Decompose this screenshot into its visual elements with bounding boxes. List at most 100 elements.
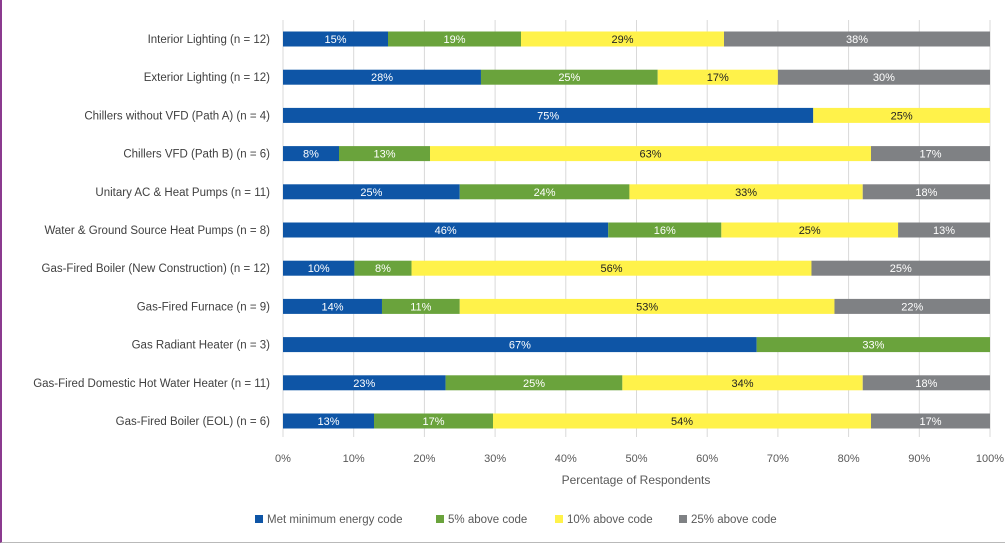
bar-data-label: 34% bbox=[732, 378, 754, 390]
legend-label: Met minimum energy code bbox=[267, 514, 403, 526]
category-label: Chillers VFD (Path B) (n = 6) bbox=[123, 149, 270, 161]
x-tick-label: 90% bbox=[908, 453, 930, 465]
bar-segment bbox=[388, 31, 521, 47]
category-label: Interior Lighting (n = 12) bbox=[148, 34, 271, 46]
bar-data-label: 10% bbox=[308, 263, 330, 275]
bar-data-label: 28% bbox=[371, 72, 393, 84]
bar-data-label: 15% bbox=[324, 34, 346, 46]
x-tick-label: 40% bbox=[555, 453, 577, 465]
category-label: Gas Radiant Heater (n = 3) bbox=[132, 340, 271, 352]
legend-swatch bbox=[255, 515, 263, 523]
legend-swatch bbox=[555, 515, 563, 523]
bar-segment bbox=[411, 260, 812, 276]
bar-segment bbox=[724, 31, 990, 47]
bar-data-label: 23% bbox=[353, 378, 375, 390]
x-tick-label: 10% bbox=[343, 453, 365, 465]
bar-segment bbox=[283, 413, 374, 429]
bar-segment bbox=[459, 184, 630, 200]
bar-segment bbox=[862, 184, 990, 200]
bar-data-label: 25% bbox=[890, 263, 912, 275]
bar-data-label: 30% bbox=[873, 72, 895, 84]
bar-data-label: 67% bbox=[509, 340, 531, 352]
bar-data-label: 8% bbox=[375, 263, 391, 275]
bar-data-label: 33% bbox=[862, 340, 884, 352]
bar-segment bbox=[459, 298, 835, 314]
bar-segment bbox=[657, 69, 778, 85]
bar-segment bbox=[871, 146, 990, 162]
bar-segment bbox=[283, 375, 446, 391]
bar-data-label: 25% bbox=[799, 225, 821, 237]
bar-data-label: 17% bbox=[422, 416, 444, 428]
legend-swatch bbox=[679, 515, 687, 523]
bar-segment bbox=[721, 222, 899, 238]
bar-segment bbox=[811, 260, 990, 276]
bar-segment bbox=[283, 298, 382, 314]
bar-segment bbox=[374, 413, 493, 429]
x-tick-label: 0% bbox=[275, 453, 291, 465]
category-label: Chillers without VFD (Path A) (n = 4) bbox=[84, 110, 270, 122]
category-label: Gas-Fired Boiler (New Construction) (n =… bbox=[42, 263, 271, 275]
x-tick-label: 20% bbox=[413, 453, 435, 465]
bar-segment bbox=[777, 69, 990, 85]
category-label: Gas-Fired Domestic Hot Water Heater (n =… bbox=[33, 378, 270, 390]
bar-segment bbox=[622, 375, 863, 391]
bar-data-label: 13% bbox=[933, 225, 955, 237]
legend-label: 25% above code bbox=[691, 514, 777, 526]
bar-segment bbox=[756, 337, 990, 353]
category-labels: Interior Lighting (n = 12) Exterior Light… bbox=[33, 34, 270, 428]
legend-label: 5% above code bbox=[448, 514, 527, 526]
bar-data-label: 38% bbox=[846, 34, 868, 46]
bar-segment bbox=[283, 69, 481, 85]
bar-data-label: 75% bbox=[537, 110, 559, 122]
bar-data-label: 16% bbox=[654, 225, 676, 237]
bar-data-label: 25% bbox=[558, 72, 580, 84]
bar-segment bbox=[521, 31, 724, 47]
bar-segment bbox=[381, 298, 460, 314]
bar-segment bbox=[283, 107, 814, 123]
bar-segment bbox=[813, 107, 990, 123]
bar-segment bbox=[480, 69, 658, 85]
bar-segment bbox=[283, 146, 339, 162]
bar-data-label: 29% bbox=[611, 34, 633, 46]
bar-segment bbox=[430, 146, 871, 162]
bar-data-label: 18% bbox=[915, 187, 937, 199]
bar-data-label: 22% bbox=[901, 301, 923, 313]
bar-segment bbox=[283, 260, 355, 276]
x-tick-label: 50% bbox=[625, 453, 647, 465]
x-axis-ticks: 0% 10% 20% 30% 40% 50% 60% 70% 80% 90% 100% bbox=[275, 453, 1004, 465]
bar-data-label: 53% bbox=[636, 301, 658, 313]
bar-segment bbox=[493, 413, 871, 429]
bar-data-label: 14% bbox=[321, 301, 343, 313]
category-label: Gas-Fired Furnace (n = 9) bbox=[137, 301, 270, 313]
bar-data-label: 25% bbox=[891, 110, 913, 122]
x-tick-label: 70% bbox=[767, 453, 789, 465]
x-tick-label: 30% bbox=[484, 453, 506, 465]
bar-data-label: 8% bbox=[303, 149, 319, 161]
bar-data-label: 33% bbox=[735, 187, 757, 199]
bar-segment bbox=[834, 298, 990, 314]
legend-label: 10% above code bbox=[567, 514, 653, 526]
bar-data-label: 19% bbox=[443, 34, 465, 46]
legend: Met minimum energy code 5% above code 10% … bbox=[255, 514, 777, 526]
bar-data-label: 17% bbox=[919, 149, 941, 161]
x-axis-title: Percentage of Respondents bbox=[562, 473, 711, 487]
bar-segment bbox=[339, 146, 430, 162]
bar-segment bbox=[283, 337, 757, 353]
bar-segment bbox=[283, 184, 460, 200]
bar-data-label: 25% bbox=[523, 378, 545, 390]
bar-data-label: 18% bbox=[915, 378, 937, 390]
bar-data-label: 46% bbox=[435, 225, 457, 237]
bar-data-label: 13% bbox=[373, 149, 395, 161]
bar-segment bbox=[283, 31, 388, 47]
bar-data-label: 56% bbox=[600, 263, 622, 275]
category-label: Unitary AC & Heat Pumps (n = 11) bbox=[95, 187, 270, 199]
bar-data-label: 54% bbox=[671, 416, 693, 428]
category-label: Water & Ground Source Heat Pumps (n = 8) bbox=[44, 225, 270, 237]
category-label: Exterior Lighting (n = 12) bbox=[144, 72, 270, 84]
bar-data-label: 63% bbox=[639, 149, 661, 161]
bar-data-label: 25% bbox=[360, 187, 382, 199]
category-label: Gas-Fired Boiler (EOL) (n = 6) bbox=[116, 416, 271, 428]
x-tick-label: 100% bbox=[976, 453, 1004, 465]
